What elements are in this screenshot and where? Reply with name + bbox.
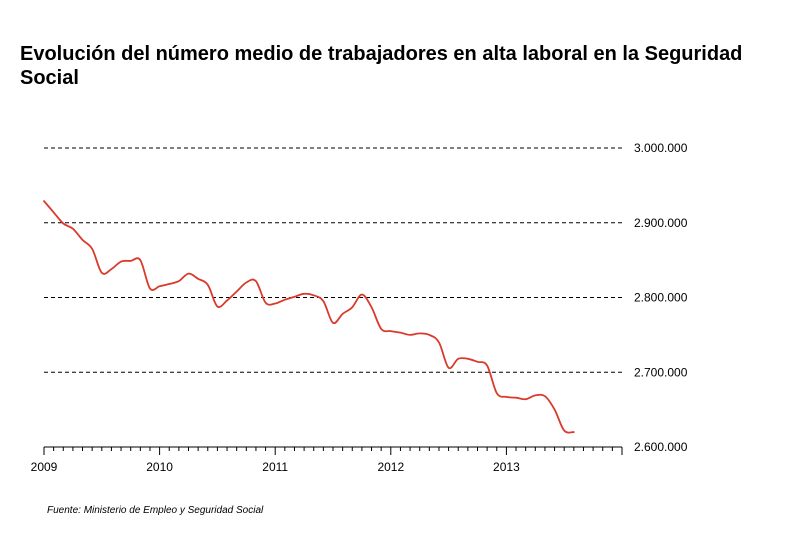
y-axis-labels: 2.600.000 2.700.000 2.800.000 2.900.000 3.00…	[634, 141, 688, 454]
y-tick-label: 2.800.000	[634, 291, 688, 305]
y-tick-label: 2.900.000	[634, 216, 688, 230]
series-line	[43, 200, 575, 434]
gridlines	[44, 147, 622, 373]
x-tick-label: 2010	[146, 460, 173, 474]
series-layer	[43, 200, 575, 434]
x-tick-label: 2012	[377, 460, 404, 474]
x-tick-label: 2011	[262, 460, 288, 474]
x-tick-label: 2009	[31, 460, 58, 474]
x-axis: 2009 2010 2011 2012 2013	[31, 446, 623, 474]
y-tick-label: 2.700.000	[634, 365, 688, 379]
chart-title: Evolución del número medio de trabajador…	[20, 43, 743, 89]
y-tick-label: 2.600.000	[634, 440, 688, 454]
source-note: Fuente: Ministerio de Empleo y Seguridad…	[47, 505, 264, 516]
x-tick-label: 2013	[493, 460, 520, 474]
y-tick-label: 3.000.000	[634, 141, 688, 155]
